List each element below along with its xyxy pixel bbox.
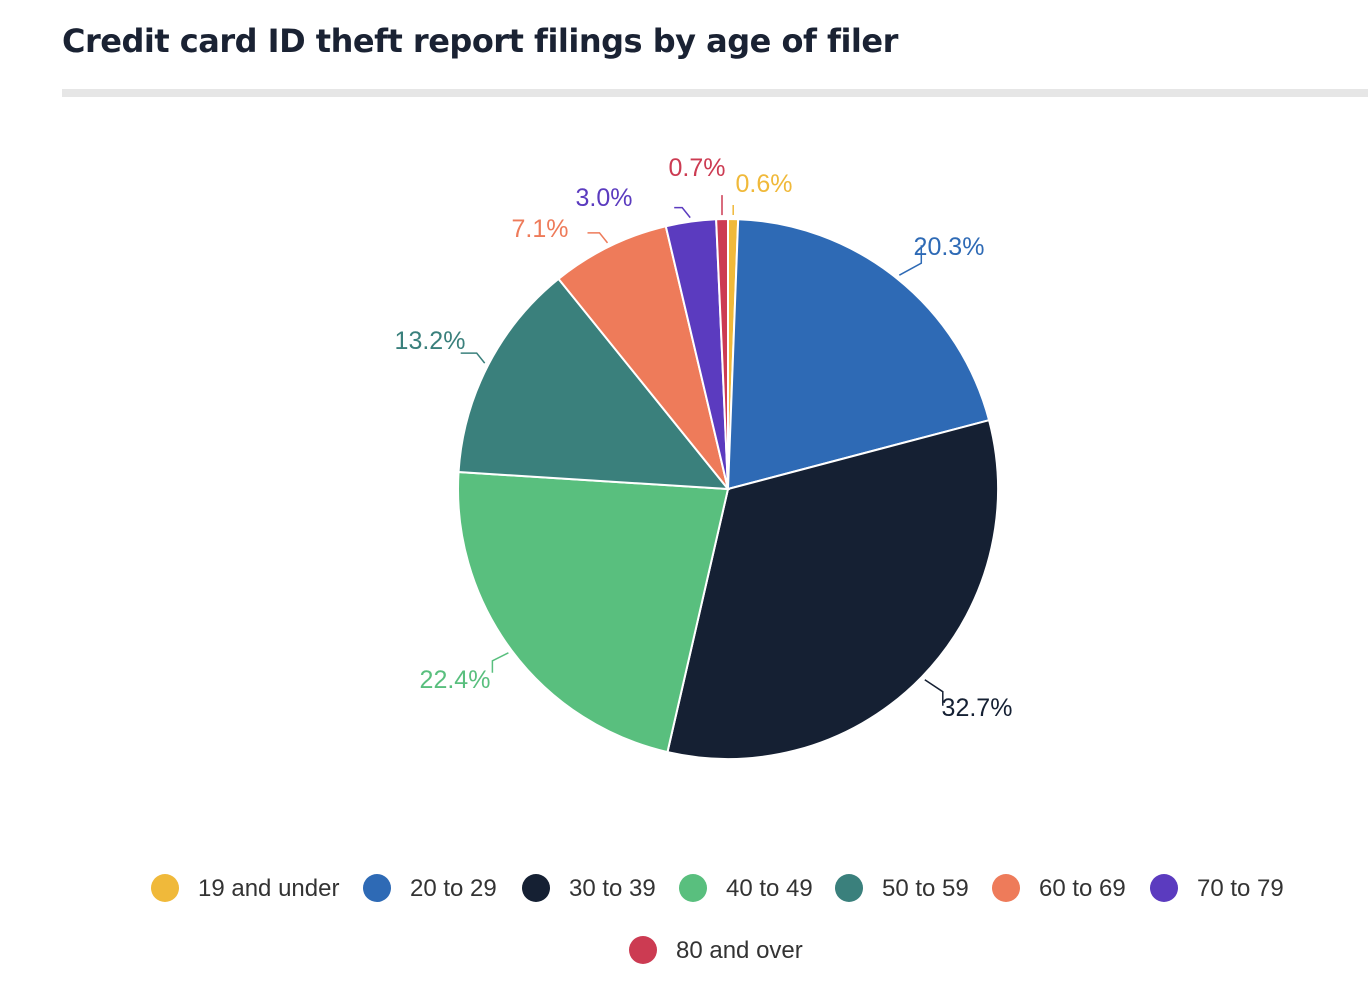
legend-marker-60-to-69 <box>992 874 1020 902</box>
pie-slice-50-to-59[interactable] <box>457 277 731 491</box>
legend-item-50-to-59[interactable]: 50 to 59 <box>835 874 969 902</box>
leader-line-30-to-39 <box>924 679 944 706</box>
data-label-20-to-29: 20.3% <box>914 233 985 261</box>
data-label-40-to-49: 22.4% <box>420 666 491 694</box>
legend-item-80-and-over[interactable]: 80 and over <box>629 936 803 964</box>
pie-slice-40-to-49[interactable] <box>457 470 730 754</box>
data-label-19-and-under: 0.6% <box>736 170 793 198</box>
leader-line-50-to-59 <box>460 352 486 364</box>
legend-marker-50-to-59 <box>835 874 863 902</box>
pie-slice-60-to-69[interactable] <box>557 225 729 490</box>
legend-marker-70-to-79 <box>1150 874 1178 902</box>
legend-label-19-and-under: 19 and under <box>198 875 339 902</box>
pie-slice-30-to-39[interactable] <box>666 418 999 760</box>
legend-item-40-to-49[interactable]: 40 to 49 <box>679 874 813 902</box>
legend-item-19-and-under[interactable]: 19 and under <box>151 874 339 902</box>
chart-title: Credit card ID theft report filings by a… <box>62 22 898 60</box>
data-label-70-to-79: 3.0% <box>576 184 633 212</box>
data-label-50-to-59: 13.2% <box>395 327 466 355</box>
leader-line-70-to-79 <box>674 206 691 219</box>
legend-label-80-and-over: 80 and over <box>676 937 803 964</box>
legend-marker-40-to-49 <box>679 874 707 902</box>
legend-label-20-to-29: 20 to 29 <box>410 875 497 902</box>
data-label-30-to-39: 32.7% <box>942 694 1013 722</box>
legend-label-70-to-79: 70 to 79 <box>1197 875 1284 902</box>
legend-marker-19-and-under <box>151 874 179 902</box>
legend-item-20-to-29[interactable]: 20 to 29 <box>363 874 497 902</box>
title-divider <box>62 89 1368 97</box>
legend-item-70-to-79[interactable]: 70 to 79 <box>1150 874 1284 902</box>
data-label-80-and-over: 0.7% <box>669 154 726 182</box>
legend-label-30-to-39: 30 to 39 <box>569 875 656 902</box>
leader-line-20-to-29 <box>898 245 923 276</box>
legend-label-60-to-69: 60 to 69 <box>1039 875 1126 902</box>
leader-line-60-to-69 <box>587 232 609 244</box>
legend-item-60-to-69[interactable]: 60 to 69 <box>992 874 1126 902</box>
leader-line-40-to-49 <box>491 652 509 673</box>
pie-slice-20-to-29[interactable] <box>726 218 991 491</box>
legend-label-50-to-59: 50 to 59 <box>882 875 969 902</box>
legend-marker-20-to-29 <box>363 874 391 902</box>
data-label-60-to-69: 7.1% <box>512 215 569 243</box>
legend-marker-30-to-39 <box>522 874 550 902</box>
pie-slice-80-and-over[interactable] <box>715 217 729 490</box>
legend-item-30-to-39[interactable]: 30 to 39 <box>522 874 656 902</box>
legend-marker-80-and-over <box>629 936 657 964</box>
legend-label-40-to-49: 40 to 49 <box>726 875 813 902</box>
